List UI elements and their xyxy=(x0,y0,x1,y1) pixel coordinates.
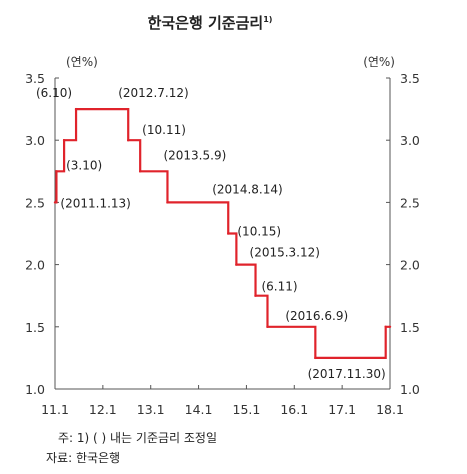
data-point xyxy=(53,201,57,204)
data-point xyxy=(166,201,169,204)
series-group xyxy=(53,107,392,360)
data-label: (2014.8.14) xyxy=(212,182,282,196)
x-tick-label: 14.1 xyxy=(185,402,213,417)
data-point xyxy=(227,232,230,235)
chart-title-text: 한국은행 기준금리 xyxy=(148,14,264,32)
y-tick-label-left: 2.5 xyxy=(25,195,45,210)
y-tick-label-left: 2.0 xyxy=(25,258,45,273)
data-label: (10.15) xyxy=(237,225,281,239)
chart-title: 한국은행 기준금리1) xyxy=(148,14,273,32)
x-tick-label: 13.1 xyxy=(137,402,165,417)
y-tick-label-right: 3.5 xyxy=(400,71,420,86)
data-point xyxy=(127,139,130,142)
series-step-line xyxy=(55,108,390,359)
x-tick-label: 17.1 xyxy=(328,402,356,417)
data-point xyxy=(384,325,387,328)
y-axis-right-unit: (연%) xyxy=(363,55,395,69)
data-point xyxy=(138,170,142,173)
y-tick-label-left: 1.5 xyxy=(25,320,45,335)
y-tick-label-left: 3.0 xyxy=(25,133,45,148)
data-point xyxy=(62,139,66,142)
y-ticks-right: 1.0 1.5 2.0 2.5 3.0 3.5 xyxy=(386,71,420,397)
footnote: 주: 1) ( ) 내는 기준금리 조정일 xyxy=(58,431,217,445)
data-point xyxy=(388,325,392,328)
x-tick-label: 12.1 xyxy=(89,402,117,417)
data-label: (2016.6.9) xyxy=(285,309,348,323)
data-point xyxy=(74,107,78,111)
data-label: (3.10) xyxy=(66,158,102,172)
axes-group xyxy=(54,78,391,390)
x-tick-label: 18.1 xyxy=(376,402,404,417)
x-ticks: 11.1 12.1 13.1 14.1 15.1 16.1 17.1 18.1 xyxy=(41,385,404,417)
y-tick-label-right: 1.0 xyxy=(400,382,420,397)
data-label: (10.11) xyxy=(142,123,186,137)
data-point xyxy=(254,294,257,297)
y-tick-label-right: 2.5 xyxy=(400,195,420,210)
data-point xyxy=(314,356,317,360)
data-point xyxy=(266,325,269,328)
y-tick-label-right: 1.5 xyxy=(400,320,420,335)
data-label: (2011.1.13) xyxy=(60,196,130,210)
y-ticks-left: 1.0 1.5 2.0 2.5 3.0 3.5 xyxy=(25,71,59,397)
data-label: (2017.11.30) xyxy=(308,367,386,381)
x-tick-label: 11.1 xyxy=(41,402,69,417)
y-tick-label-right: 3.0 xyxy=(400,133,420,148)
annotations-group: (6.10) (2012.7.12) (10.11) (3.10) (2013.5.9)… xyxy=(36,86,386,381)
source-note: 자료: 한국은행 xyxy=(46,450,120,465)
x-tick-label: 16.1 xyxy=(280,402,308,417)
y-tick-label-left: 1.0 xyxy=(25,382,45,397)
data-label: (6.11) xyxy=(261,280,297,294)
data-point xyxy=(55,170,58,173)
data-label: (2013.5.9) xyxy=(163,148,226,162)
x-tick-label: 15.1 xyxy=(233,402,261,417)
chart-title-footnote: 1) xyxy=(263,15,272,24)
data-label: (6.10) xyxy=(36,86,72,100)
data-point xyxy=(235,263,238,266)
data-label: (2015.3.12) xyxy=(250,246,320,260)
y-tick-label-left: 3.5 xyxy=(25,71,45,86)
y-axis-left-unit: (연%) xyxy=(66,55,98,69)
data-label: (2012.7.12) xyxy=(118,86,188,100)
y-tick-label-right: 2.0 xyxy=(400,258,420,273)
